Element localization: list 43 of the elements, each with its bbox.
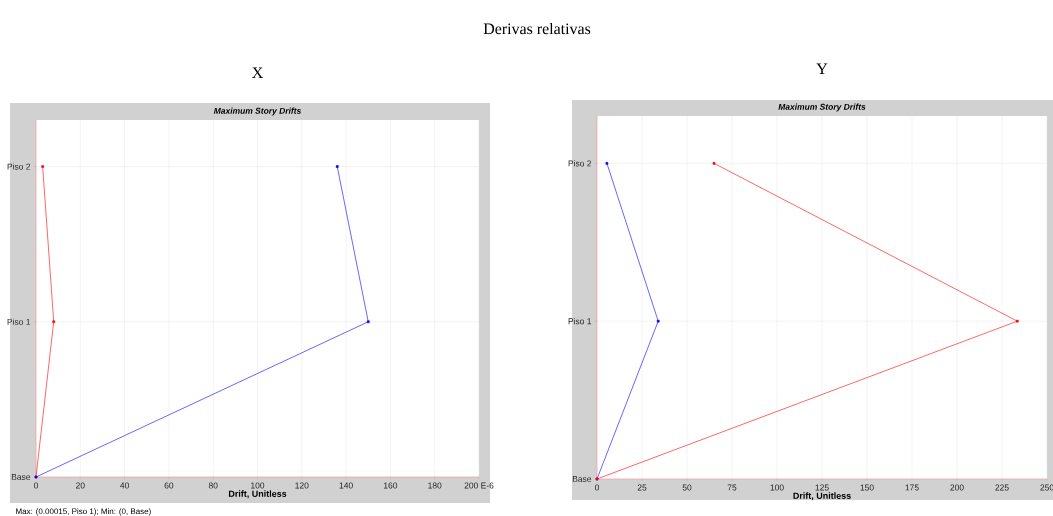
point	[712, 162, 716, 165]
y-tick-label: Piso 1	[568, 318, 592, 325]
point	[366, 320, 370, 324]
x-tick-label: 100	[770, 484, 784, 491]
y-tick-label: Piso 1	[7, 318, 31, 325]
x-tick-label: 100	[251, 482, 265, 489]
x-tick-label: 40	[120, 482, 129, 489]
x-tick-label: 140	[339, 482, 353, 489]
x-axis-title: Drift, Unitless	[793, 492, 851, 501]
point	[1016, 319, 1019, 323]
y-tick-label: Piso 2	[568, 160, 592, 167]
x-tick-label: 80	[208, 482, 218, 489]
point	[52, 320, 56, 324]
x-tick-label: 200 E-6	[464, 482, 494, 489]
x-tick-label: 25	[637, 484, 647, 491]
point	[656, 319, 660, 323]
x-tick-label: 75	[727, 484, 737, 491]
y-tick-label: Base	[572, 476, 592, 482]
x-tick-label: 0	[33, 482, 39, 489]
x-tick-label: 160	[383, 482, 398, 489]
x-tick-label: 180	[428, 482, 442, 489]
x-tick-label: 0	[594, 484, 600, 491]
chart-title: Maximum Story Drifts	[778, 103, 866, 112]
x-tick-label: 125	[815, 484, 829, 491]
point	[605, 162, 609, 165]
chart-subtitle: Y	[816, 63, 828, 74]
chart-subtitle: X	[252, 67, 263, 78]
x-tick-label: 60	[164, 482, 174, 489]
x-tick-label: 250	[1040, 484, 1053, 491]
point	[335, 165, 339, 168]
x-tick-label: 50	[682, 484, 692, 491]
y-tick-label: Piso 2	[7, 163, 31, 170]
x-tick-label: 200	[950, 484, 964, 491]
text: Derivas relativas	[483, 22, 591, 35]
point	[41, 165, 44, 168]
chart-title: Maximum Story Drifts	[213, 107, 301, 116]
x-tick-label: 175	[905, 484, 919, 491]
x-tick-label: 150	[860, 484, 874, 491]
x-tick-label: 20	[76, 482, 85, 489]
y-tick-label: Base	[11, 474, 31, 480]
x-axis-title: Drift, Unitless	[228, 490, 287, 499]
x-tick-label: 225	[995, 484, 1009, 491]
x-tick-label: 120	[295, 482, 309, 489]
